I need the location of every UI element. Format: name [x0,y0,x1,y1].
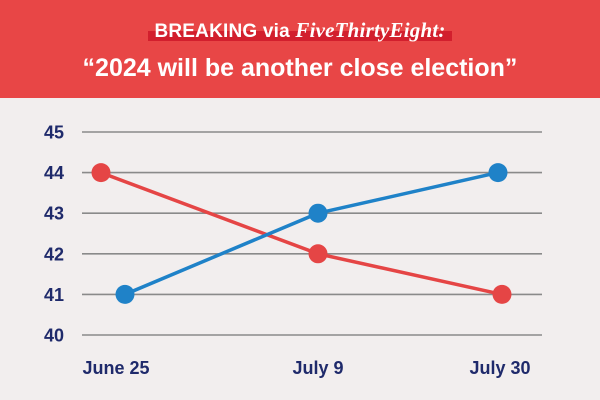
x-tick-label: July 30 [469,358,530,378]
x-tick-label: July 9 [292,358,343,378]
y-tick-label: 40 [44,326,64,346]
series-line [100,170,503,297]
y-tick-label: 44 [44,163,64,183]
kicker-highlight: BREAKING via FiveThirtyEight: [148,18,452,43]
source-name: FiveThirtyEight: [295,18,446,42]
x-axis-tick-labels: June 25 July 9 July 30 [82,358,530,378]
y-tick-label: 42 [44,244,64,264]
data-point [308,203,328,223]
y-tick-label: 45 [44,123,64,143]
series [91,163,512,304]
data-point [115,284,135,304]
x-tick-label: June 25 [82,358,149,378]
data-point [492,284,512,304]
headline: “2024 will be another close election” [82,54,518,82]
banner-kicker: BREAKING via FiveThirtyEight: [0,18,600,43]
y-tick-label: 43 [44,204,64,224]
data-point [488,163,508,183]
line-chart: 40 41 42 43 44 45 June 25 July 9 July 30 [44,123,542,378]
kicker-prefix: BREAKING via [154,21,296,42]
data-point [91,163,111,183]
series-line [124,170,499,297]
header-banner: BREAKING via FiveThirtyEight: “2024 will… [0,0,600,98]
data-point [308,244,328,264]
series-1 [91,163,512,304]
series-2 [115,163,508,304]
y-axis-tick-labels: 40 41 42 43 44 45 [44,123,64,346]
y-tick-label: 41 [44,285,64,305]
grid-lines [82,131,542,336]
